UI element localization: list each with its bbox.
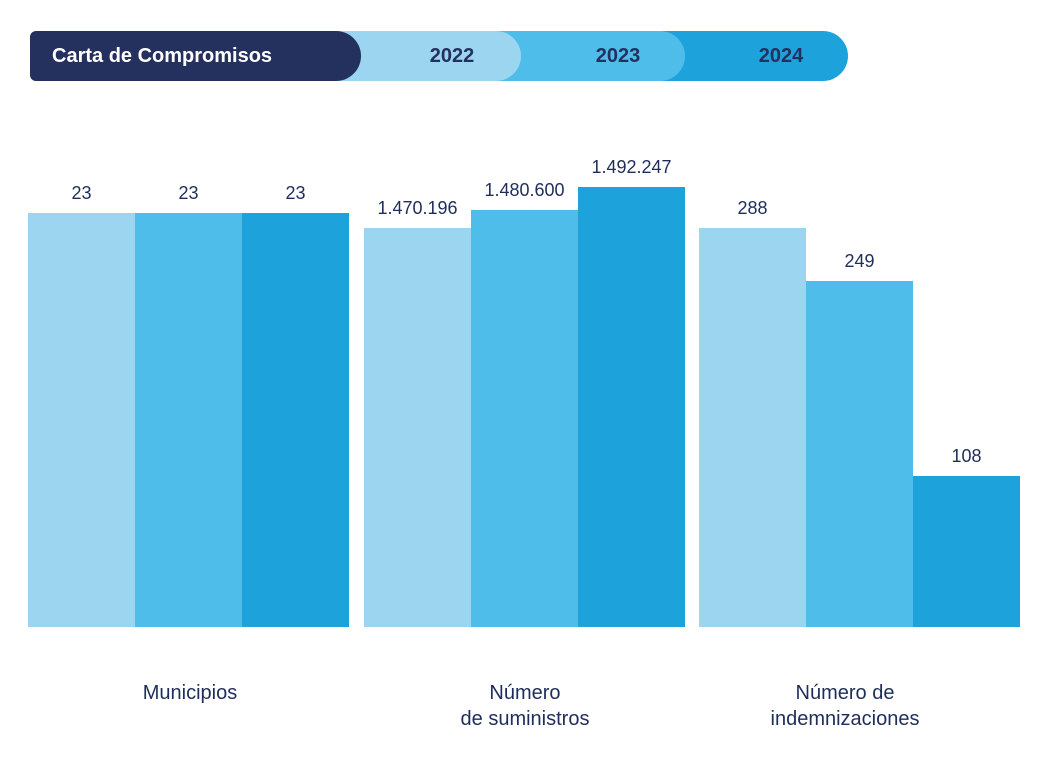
bar-municipios-2024: [242, 213, 349, 627]
chart-title: Carta de Compromisos: [30, 31, 361, 81]
data-label-municipios-2023: 23: [178, 183, 198, 203]
category-label-suministros: Número de suministros: [460, 682, 590, 730]
bar-indemnizaciones-2024: [913, 476, 1020, 627]
bar-suministros-2023: [471, 210, 578, 627]
data-label-suministros-2022: 1.470.196: [377, 198, 457, 218]
data-label-suministros-2024: 1.492.247: [591, 157, 671, 177]
legend-label-2023: 2023: [595, 44, 641, 67]
bar-indemnizaciones-2023: [806, 281, 913, 627]
category-label-indemnizaciones: Número de indemnizaciones: [770, 682, 920, 730]
legend-label-2022: 2022: [429, 44, 475, 67]
legend-bar: Carta de Compromisos 2022 2023 2024: [30, 31, 848, 81]
data-label-municipios-2024: 23: [285, 183, 305, 203]
data-label-indemnizaciones-2023: 249: [844, 251, 874, 271]
bar-indemnizaciones-2022: [699, 228, 806, 627]
data-label-municipios-2022: 23: [71, 183, 91, 203]
bar-suministros-2022: [364, 228, 471, 627]
category-label-municipios: Municipios: [142, 682, 238, 704]
bar-municipios-2023: [135, 213, 242, 627]
bar-municipios-2022: [28, 213, 135, 627]
legend-label-2024: 2024: [758, 44, 804, 67]
data-label-indemnizaciones-2024: 108: [951, 446, 981, 466]
bar-suministros-2024: [578, 187, 685, 627]
data-label-suministros-2023: 1.480.600: [484, 180, 564, 200]
data-label-indemnizaciones-2022: 288: [737, 198, 767, 218]
